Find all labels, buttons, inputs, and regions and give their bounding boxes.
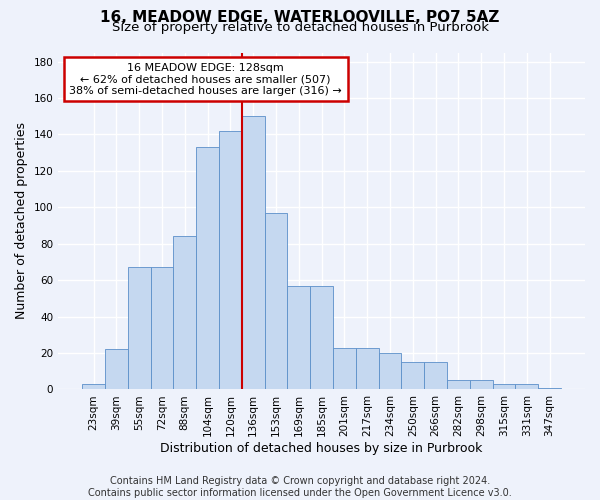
- Bar: [470, 380, 493, 390]
- Bar: [242, 116, 265, 390]
- Text: 16 MEADOW EDGE: 128sqm
← 62% of detached houses are smaller (507)
38% of semi-de: 16 MEADOW EDGE: 128sqm ← 62% of detached…: [70, 62, 342, 96]
- Text: Size of property relative to detached houses in Purbrook: Size of property relative to detached ho…: [112, 21, 488, 34]
- Bar: [151, 268, 173, 390]
- Bar: [287, 286, 310, 390]
- Bar: [219, 131, 242, 390]
- Text: 16, MEADOW EDGE, WATERLOOVILLE, PO7 5AZ: 16, MEADOW EDGE, WATERLOOVILLE, PO7 5AZ: [100, 10, 500, 25]
- Bar: [310, 286, 333, 390]
- Bar: [379, 353, 401, 390]
- X-axis label: Distribution of detached houses by size in Purbrook: Distribution of detached houses by size …: [160, 442, 483, 455]
- Bar: [196, 147, 219, 390]
- Y-axis label: Number of detached properties: Number of detached properties: [15, 122, 28, 320]
- Bar: [128, 268, 151, 390]
- Bar: [424, 362, 447, 390]
- Bar: [356, 348, 379, 390]
- Bar: [538, 388, 561, 390]
- Bar: [173, 236, 196, 390]
- Bar: [515, 384, 538, 390]
- Bar: [105, 350, 128, 390]
- Bar: [333, 348, 356, 390]
- Bar: [447, 380, 470, 390]
- Bar: [265, 213, 287, 390]
- Text: Contains HM Land Registry data © Crown copyright and database right 2024.
Contai: Contains HM Land Registry data © Crown c…: [88, 476, 512, 498]
- Bar: [493, 384, 515, 390]
- Bar: [401, 362, 424, 390]
- Bar: [82, 384, 105, 390]
